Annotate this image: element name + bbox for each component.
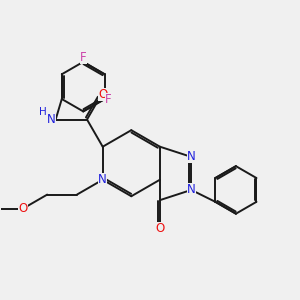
Text: N: N <box>47 113 56 126</box>
Text: F: F <box>105 92 112 106</box>
Text: F: F <box>80 51 87 64</box>
Text: N: N <box>98 173 107 186</box>
Text: N: N <box>187 150 196 164</box>
Text: O: O <box>155 222 164 235</box>
Text: H: H <box>39 107 47 117</box>
Text: O: O <box>18 202 28 215</box>
Text: O: O <box>98 88 107 101</box>
Text: N: N <box>187 183 196 196</box>
